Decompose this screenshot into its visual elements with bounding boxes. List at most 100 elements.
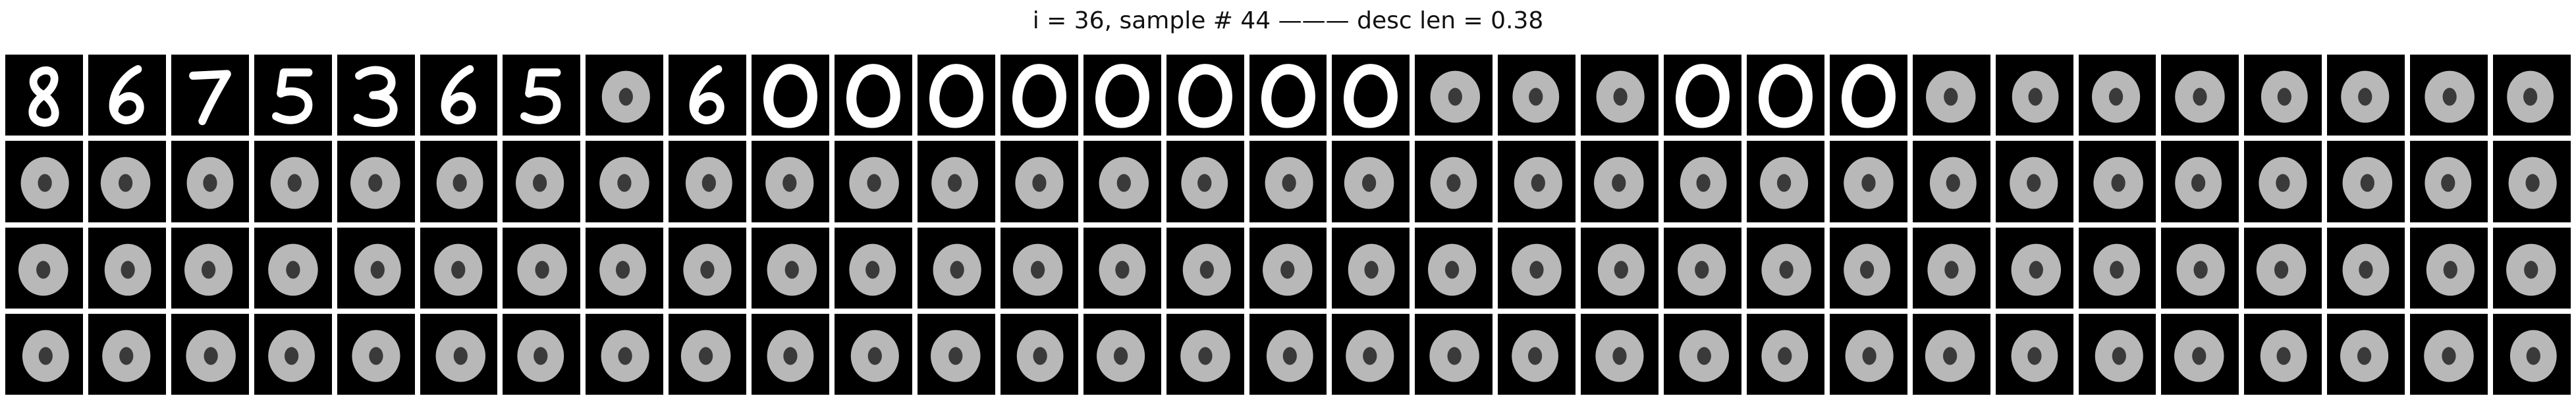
digit-3-stroke [353, 66, 398, 127]
sample-tile [917, 55, 995, 136]
blob-glyph [2261, 330, 2307, 382]
digit-5-stroke [520, 68, 561, 124]
digit-0-glyph [1261, 64, 1315, 128]
blob-center [1445, 261, 1460, 279]
blob-center [1030, 261, 1045, 279]
sample-tile [2327, 227, 2405, 309]
sample-tile [2410, 313, 2488, 395]
blob-glyph [1429, 330, 1480, 382]
blob-glyph [1428, 243, 1477, 296]
digit-7-glyph [188, 70, 231, 126]
blob-glyph [2093, 157, 2143, 209]
blob-glyph [2425, 157, 2472, 209]
blob-center [699, 347, 713, 365]
sample-tile [1995, 141, 2073, 222]
sample-tile [171, 141, 249, 222]
sample-tile [254, 313, 332, 395]
blob-glyph [100, 157, 151, 209]
blob-center [1364, 261, 1379, 279]
figure-title: i = 36, sample # 44 ——— desc len = 0.38 [1032, 7, 1544, 34]
blob-center [700, 261, 715, 279]
sample-tile [2410, 227, 2488, 309]
blob-glyph [2174, 330, 2224, 382]
sample-tile [1912, 227, 1990, 309]
blob-center [2276, 174, 2290, 192]
sample-tile [88, 227, 166, 309]
blob-center [2359, 261, 2373, 279]
sample-tile [1249, 227, 1327, 309]
blob-center [1612, 347, 1627, 365]
blob-glyph [686, 157, 732, 209]
blob-glyph [1678, 243, 1726, 296]
digit-0-glyph [1676, 64, 1730, 128]
sample-tile [1249, 313, 1327, 395]
sample-tile [1498, 55, 1576, 136]
sample-tile [2078, 227, 2156, 309]
sample-tile [1332, 313, 1410, 395]
blob-glyph [849, 243, 896, 296]
blob-glyph [1598, 243, 1645, 296]
blob-glyph [2177, 243, 2226, 296]
blob-center [2191, 174, 2206, 192]
blob-center [2523, 88, 2538, 106]
blob-center [1942, 347, 1957, 365]
sample-tile [1912, 313, 1990, 395]
blob-glyph [1266, 330, 1313, 382]
blob-center [368, 347, 383, 365]
blob-glyph [2340, 330, 2389, 382]
blob-center [1197, 174, 1212, 192]
sample-tile [1000, 313, 1078, 395]
sample-tile [1912, 55, 1990, 136]
sample-tile [420, 55, 498, 136]
blob-glyph [350, 157, 400, 209]
digit-0-glyph [1012, 64, 1066, 128]
blob-center [616, 261, 630, 279]
sample-tile [1415, 227, 1493, 309]
sample-tile [254, 227, 332, 309]
blob-glyph [184, 243, 233, 296]
blob-center [1697, 347, 1711, 365]
sample-tile [1332, 55, 1410, 136]
sample-tile [1581, 141, 1659, 222]
blob-glyph [1761, 330, 1809, 382]
blob-center [2442, 347, 2456, 365]
blob-glyph [930, 330, 981, 382]
blob-center [2274, 261, 2289, 279]
blob-glyph [1759, 157, 1809, 209]
blob-center [203, 174, 217, 192]
blob-glyph [1180, 330, 1230, 382]
sample-tile [420, 313, 498, 395]
blob-center [535, 261, 550, 279]
blob-center [2276, 347, 2291, 365]
sample-tile [1498, 141, 1576, 222]
blob-center [2193, 261, 2208, 279]
blob-center [2526, 347, 2541, 365]
blob-glyph [1430, 70, 1481, 123]
sample-tile [2493, 227, 2571, 309]
blob-center [619, 88, 634, 106]
sample-tile [669, 227, 747, 309]
sample-tile [5, 313, 83, 395]
digit-0-glyph [1095, 64, 1149, 128]
sample-tile [1166, 313, 1244, 395]
digit-6-glyph [109, 65, 144, 124]
sample-tile [2078, 141, 2156, 222]
sample-tile [1995, 55, 2073, 136]
sample-tile [2493, 141, 2571, 222]
sample-tile [1083, 313, 1161, 395]
blob-center [284, 347, 298, 365]
sample-tile [1083, 55, 1161, 136]
blob-glyph [599, 157, 649, 209]
blob-center [1779, 261, 1794, 279]
sample-tile [503, 313, 581, 395]
blob-glyph [2012, 70, 2059, 123]
blob-glyph [20, 157, 69, 209]
sample-tile [1415, 313, 1493, 395]
blob-glyph [186, 330, 236, 382]
sample-tile [420, 141, 498, 222]
sample-tile [1166, 55, 1244, 136]
blob-center [121, 261, 135, 279]
sample-tile [1415, 141, 1493, 222]
digit-5-glyph [520, 68, 561, 124]
blob-center [118, 174, 133, 192]
